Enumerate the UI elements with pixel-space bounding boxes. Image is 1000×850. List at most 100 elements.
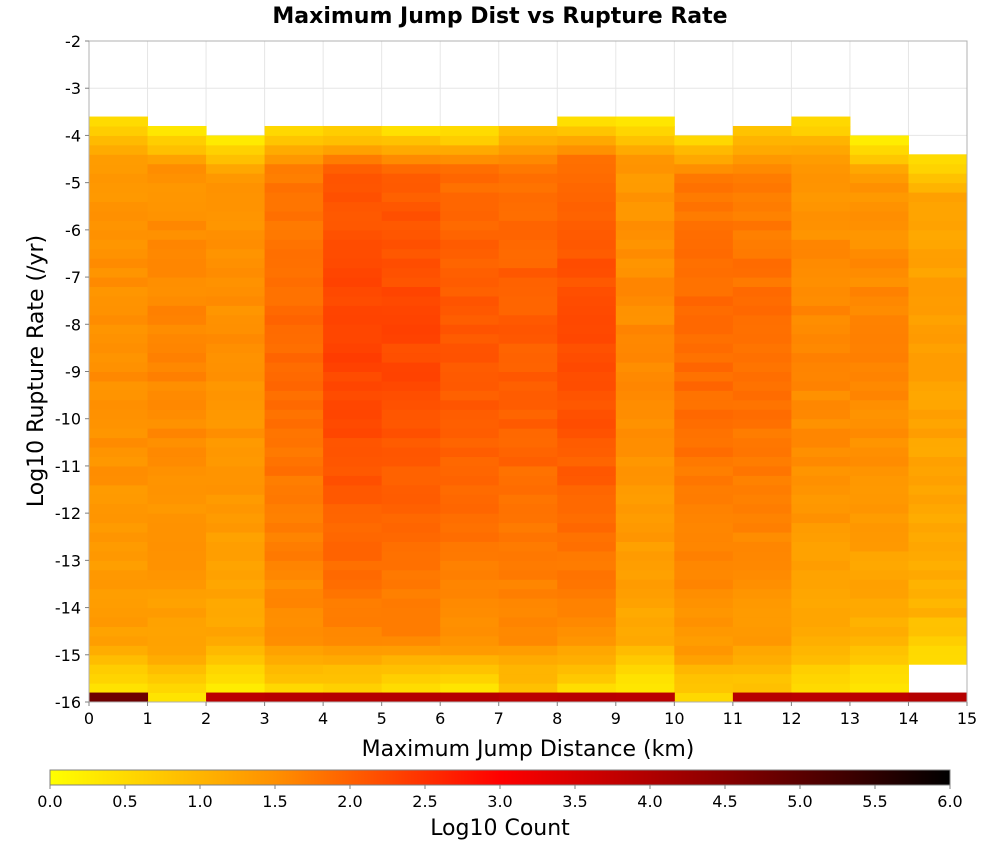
heatmap-cell	[557, 390, 617, 401]
heatmap-cell	[732, 560, 792, 571]
heatmap-cell	[615, 607, 675, 618]
heatmap-cell	[615, 635, 675, 646]
heatmap-cell	[674, 645, 734, 656]
heatmap-cell	[264, 362, 324, 372]
heatmap-cell	[206, 144, 266, 155]
heatmap-cell	[147, 437, 207, 448]
heatmap-cell	[206, 550, 266, 561]
heatmap-cell	[264, 617, 324, 627]
heatmap-cell	[908, 380, 968, 391]
heatmap-cell	[908, 409, 968, 420]
y-tick-label: -3	[65, 79, 81, 98]
heatmap-cell	[557, 277, 617, 288]
heatmap-cell	[440, 352, 500, 363]
colorbar-tick-label: 1.5	[262, 792, 287, 811]
heatmap-cell	[498, 352, 558, 363]
heatmap-cell	[908, 163, 968, 174]
heatmap-cell	[615, 267, 675, 278]
colorbar-tick-label: 4.0	[637, 792, 662, 811]
heatmap-cell	[206, 522, 266, 533]
heatmap-cell	[732, 598, 792, 609]
heatmap-cell	[908, 484, 968, 495]
heatmap-cell	[849, 683, 909, 694]
heatmap-cell	[615, 125, 675, 136]
heatmap-cell	[264, 598, 324, 609]
heatmap-cell	[323, 324, 383, 335]
heatmap-cell	[498, 607, 558, 618]
heatmap-cell	[498, 635, 558, 646]
heatmap-cell	[849, 163, 909, 174]
heatmap-cell	[557, 541, 617, 552]
heatmap-cell	[323, 371, 383, 382]
chart-title: Maximum Jump Dist vs Rupture Rate	[272, 4, 727, 29]
colorbar-tick-label: 0.5	[112, 792, 137, 811]
heatmap-cell	[323, 125, 383, 136]
heatmap-cell	[615, 617, 675, 627]
heatmap-cell	[908, 192, 968, 203]
heatmap-cell	[674, 475, 734, 486]
heatmap-cell	[89, 267, 149, 278]
heatmap-cell	[557, 135, 617, 146]
heatmap-cell	[89, 635, 149, 646]
heatmap-cell	[206, 135, 266, 146]
colorbar-tick-label: 2.0	[337, 792, 362, 811]
heatmap-cell	[206, 465, 266, 476]
heatmap-cell	[498, 522, 558, 533]
heatmap-cell	[732, 399, 792, 410]
heatmap-cell	[849, 617, 909, 627]
heatmap-cell	[89, 248, 149, 259]
heatmap-cell	[498, 683, 558, 694]
heatmap-cell	[615, 683, 675, 694]
heatmap-cell	[498, 248, 558, 259]
heatmap-cell	[323, 437, 383, 448]
y-tick-label: -8	[65, 315, 81, 334]
heatmap-cell	[498, 428, 558, 439]
heatmap-cell	[615, 522, 675, 533]
heatmap-cell	[557, 286, 617, 297]
y-tick-label: -2	[65, 32, 81, 51]
heatmap-cell	[206, 635, 266, 646]
heatmap-cell	[323, 210, 383, 221]
heatmap-cell	[732, 239, 792, 250]
heatmap-cell	[498, 163, 558, 174]
heatmap-cell	[323, 654, 383, 665]
heatmap-cell	[498, 645, 558, 656]
heatmap-cell	[791, 267, 851, 278]
heatmap-cell	[264, 428, 324, 439]
heatmap-cell	[440, 333, 500, 344]
heatmap-cell	[791, 560, 851, 571]
heatmap-cell	[674, 295, 734, 306]
heatmap-cell	[908, 465, 968, 476]
heatmap-cell	[498, 437, 558, 448]
heatmap-cell	[147, 144, 207, 155]
heatmap-cell	[89, 626, 149, 637]
heatmap-cell	[147, 484, 207, 495]
heatmap-cell	[732, 465, 792, 476]
heatmap-cell	[791, 579, 851, 590]
heatmap-cell	[557, 447, 617, 457]
heatmap-cell	[89, 607, 149, 618]
heatmap-cell	[381, 503, 441, 514]
heatmap-cell	[908, 532, 968, 542]
heatmap-cell	[732, 673, 792, 684]
heatmap-cell	[674, 182, 734, 193]
heatmap-cell	[849, 239, 909, 250]
heatmap-cell	[615, 390, 675, 401]
heatmap-cell	[615, 418, 675, 429]
heatmap-cell	[440, 409, 500, 420]
heatmap-cell	[615, 352, 675, 363]
heatmap-cell	[89, 673, 149, 684]
heatmap-cell	[615, 560, 675, 571]
heatmap-cell	[615, 494, 675, 505]
heatmap-cell	[732, 163, 792, 174]
heatmap-cell	[732, 418, 792, 429]
heatmap-cell	[206, 220, 266, 231]
heatmap-cell	[615, 409, 675, 420]
heatmap-cell	[615, 484, 675, 495]
heatmap-cell	[381, 333, 441, 344]
heatmap-cell	[264, 484, 324, 495]
heatmap-cell	[323, 182, 383, 193]
heatmap-cell	[849, 588, 909, 599]
heatmap-cell	[732, 267, 792, 278]
heatmap-cell	[557, 654, 617, 665]
